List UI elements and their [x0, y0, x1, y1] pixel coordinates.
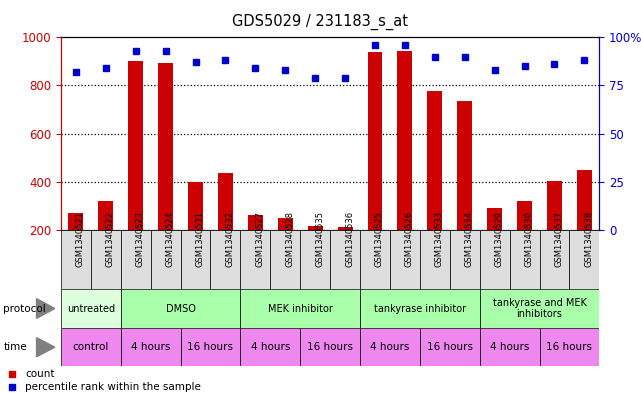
Text: GSM1340523: GSM1340523	[136, 211, 145, 267]
Text: GSM1340531: GSM1340531	[196, 211, 204, 267]
Text: GSM1340536: GSM1340536	[345, 211, 354, 267]
Text: GSM1340528: GSM1340528	[285, 211, 294, 267]
Bar	[271, 230, 300, 289]
Bar	[457, 101, 472, 230]
Text: untreated: untreated	[67, 303, 115, 314]
Bar	[181, 328, 240, 366]
Text: control: control	[72, 342, 109, 352]
Bar	[330, 230, 360, 289]
Bar	[121, 230, 151, 289]
Text: 16 hours: 16 hours	[546, 342, 592, 352]
Bar	[479, 289, 599, 328]
Bar	[308, 226, 322, 230]
Text: GSM1340527: GSM1340527	[255, 211, 264, 267]
Text: 16 hours: 16 hours	[427, 342, 473, 352]
Text: GSM1340521: GSM1340521	[76, 211, 85, 267]
Bar	[360, 328, 420, 366]
Bar	[158, 62, 173, 230]
Text: GSM1340534: GSM1340534	[465, 211, 474, 267]
Bar	[240, 328, 300, 366]
Bar	[181, 230, 210, 289]
Bar	[420, 230, 450, 289]
Text: 4 hours: 4 hours	[370, 342, 410, 352]
Text: GSM1340532: GSM1340532	[226, 211, 235, 267]
Bar	[479, 230, 510, 289]
Bar	[121, 328, 181, 366]
Bar	[210, 230, 240, 289]
Text: 4 hours: 4 hours	[490, 342, 529, 352]
Bar	[300, 230, 330, 289]
Bar	[540, 230, 569, 289]
Bar	[151, 230, 181, 289]
Bar	[397, 51, 412, 230]
Bar	[61, 289, 121, 328]
Text: GSM1340529: GSM1340529	[495, 211, 504, 267]
Bar	[510, 230, 540, 289]
Text: count: count	[25, 369, 54, 379]
Polygon shape	[37, 299, 55, 318]
Bar	[367, 52, 383, 230]
Text: 4 hours: 4 hours	[131, 342, 171, 352]
Text: 16 hours: 16 hours	[307, 342, 353, 352]
Text: GSM1340522: GSM1340522	[106, 211, 115, 267]
Text: 4 hours: 4 hours	[251, 342, 290, 352]
Bar	[218, 173, 233, 230]
Bar	[188, 182, 203, 230]
Text: GSM1340537: GSM1340537	[554, 211, 563, 267]
Polygon shape	[37, 338, 55, 357]
Text: GSM1340535: GSM1340535	[315, 211, 324, 267]
Bar	[248, 215, 263, 230]
Text: DMSO: DMSO	[165, 303, 196, 314]
Text: tankyrase inhibitor: tankyrase inhibitor	[374, 303, 466, 314]
Text: GDS5029 / 231183_s_at: GDS5029 / 231183_s_at	[233, 14, 408, 30]
Text: 16 hours: 16 hours	[187, 342, 233, 352]
Text: GSM1340524: GSM1340524	[165, 211, 174, 267]
Text: protocol: protocol	[3, 303, 46, 314]
Bar	[577, 170, 592, 230]
Text: GSM1340533: GSM1340533	[435, 211, 444, 267]
Bar	[479, 328, 540, 366]
Bar	[390, 230, 420, 289]
Bar	[360, 230, 390, 289]
Bar	[240, 230, 271, 289]
Bar	[540, 328, 599, 366]
Bar	[128, 61, 143, 230]
Bar	[69, 213, 83, 230]
Text: MEK inhibitor: MEK inhibitor	[268, 303, 333, 314]
Bar	[338, 228, 353, 230]
Bar	[278, 219, 293, 230]
Text: time: time	[3, 342, 27, 352]
Text: GSM1340526: GSM1340526	[405, 211, 414, 267]
Bar	[98, 201, 113, 230]
Bar	[240, 289, 360, 328]
Text: tankyrase and MEK
inhibitors: tankyrase and MEK inhibitors	[492, 298, 587, 319]
Text: GSM1340525: GSM1340525	[375, 211, 384, 267]
Bar	[428, 92, 442, 230]
Bar	[61, 328, 121, 366]
Bar	[61, 230, 91, 289]
Bar	[450, 230, 479, 289]
Bar	[487, 208, 502, 230]
Bar	[121, 289, 240, 328]
Bar	[300, 328, 360, 366]
Bar	[360, 289, 479, 328]
Bar	[91, 230, 121, 289]
Bar	[420, 328, 479, 366]
Bar	[569, 230, 599, 289]
Text: GSM1340530: GSM1340530	[524, 211, 533, 267]
Text: GSM1340538: GSM1340538	[585, 211, 594, 267]
Bar	[547, 180, 562, 230]
Text: percentile rank within the sample: percentile rank within the sample	[25, 382, 201, 392]
Bar	[517, 201, 532, 230]
